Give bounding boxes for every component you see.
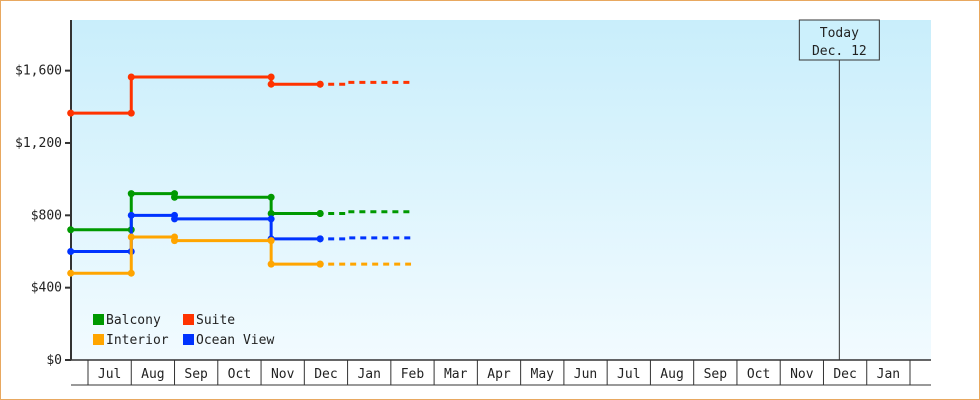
- x-tick-label: Jul: [98, 367, 121, 382]
- y-tick-label: $800: [31, 208, 62, 223]
- data-point: [267, 80, 275, 88]
- data-point: [316, 80, 324, 88]
- data-point: [127, 269, 135, 277]
- y-tick-label: $1,200: [15, 136, 62, 151]
- data-point: [171, 215, 179, 223]
- legend-label: Ocean View: [196, 333, 274, 348]
- data-point: [316, 260, 324, 268]
- y-tick-label: $1,600: [15, 64, 62, 79]
- data-point: [267, 193, 275, 201]
- legend-label: Suite: [196, 313, 235, 328]
- x-tick-label: Aug: [141, 367, 164, 382]
- data-point: [127, 211, 135, 219]
- x-tick-label: Jan: [877, 367, 900, 382]
- series-line-suite: [70, 75, 321, 115]
- data-point: [127, 109, 135, 117]
- data-point: [127, 233, 135, 241]
- data-point: [67, 226, 75, 234]
- x-tick-label: Sep: [184, 367, 208, 382]
- x-tick-label: Mar: [444, 367, 468, 382]
- data-point: [316, 210, 324, 218]
- y-tick-label: $0: [46, 353, 62, 368]
- today-date: Dec. 12: [812, 44, 867, 59]
- data-point: [67, 269, 75, 277]
- data-point: [171, 193, 179, 201]
- x-tick-label: Nov: [271, 367, 295, 382]
- x-tick-label: Oct: [747, 367, 770, 382]
- x-tick-label: Jul: [617, 367, 640, 382]
- x-tick-label: Sep: [704, 367, 728, 382]
- legend-label: Balcony: [106, 313, 161, 328]
- data-point: [67, 109, 75, 117]
- x-tick-label: Dec: [314, 367, 337, 382]
- x-tick-label: Aug: [660, 367, 683, 382]
- x-tick-label: May: [531, 367, 555, 382]
- data-point: [267, 73, 275, 81]
- today-label: Today: [820, 26, 859, 41]
- data-point: [171, 237, 179, 245]
- legend-swatch: [183, 314, 194, 325]
- data-point: [127, 190, 135, 198]
- data-point: [267, 210, 275, 218]
- y-tick-label: $400: [31, 281, 62, 296]
- data-point: [316, 235, 324, 243]
- data-point: [67, 247, 75, 255]
- legend-swatch: [93, 314, 104, 325]
- x-tick-label: Oct: [228, 367, 251, 382]
- x-tick-label: Apr: [487, 367, 511, 382]
- legend-label: Interior: [106, 333, 169, 348]
- x-tick-label: Jun: [574, 367, 597, 382]
- legend-swatch: [183, 334, 194, 345]
- data-point: [127, 73, 135, 81]
- x-tick-label: Dec: [833, 367, 856, 382]
- data-point: [267, 215, 275, 223]
- today-box: [798, 19, 880, 61]
- plot-area: [71, 20, 931, 360]
- data-point: [267, 237, 275, 245]
- x-tick-label: Jan: [357, 367, 380, 382]
- data-point: [267, 260, 275, 268]
- x-tick-label: Nov: [790, 367, 814, 382]
- legend-swatch: [93, 334, 104, 345]
- x-tick-label: Feb: [401, 367, 425, 382]
